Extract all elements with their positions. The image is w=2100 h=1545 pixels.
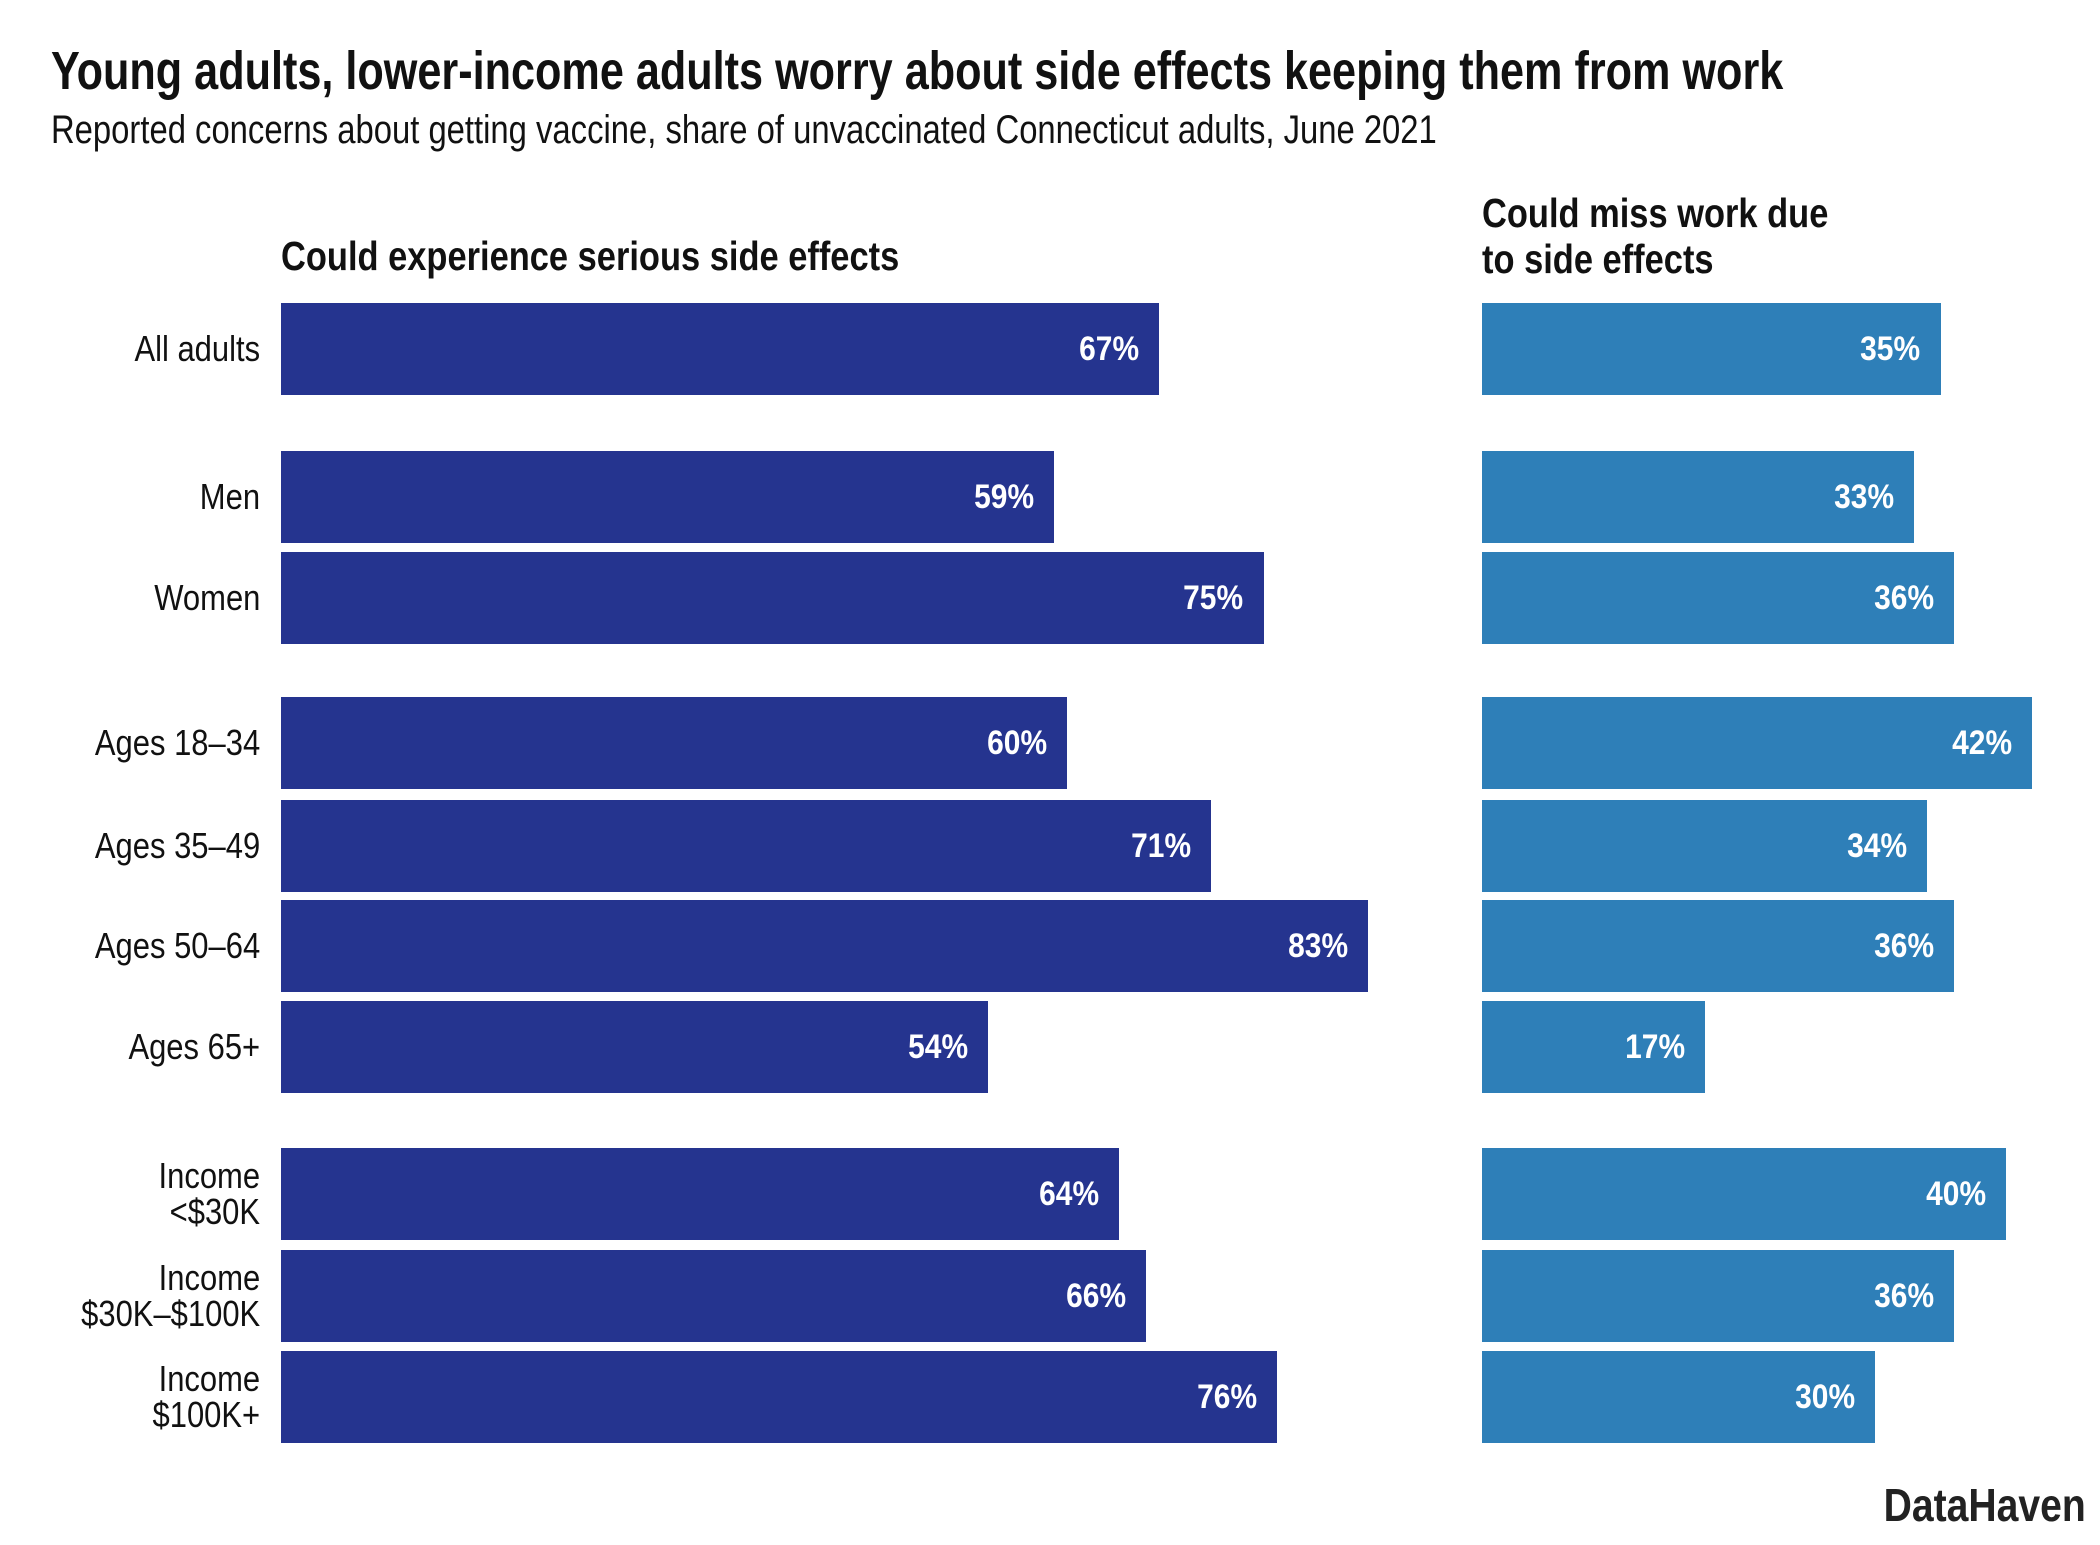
bar [1482, 303, 1941, 395]
bar [1482, 1148, 2006, 1240]
data-label: 64% [1039, 1175, 1100, 1213]
data-label: 71% [1131, 827, 1192, 865]
bar [281, 552, 1264, 644]
data-label: 60% [987, 724, 1047, 762]
data-label: 33% [1834, 478, 1895, 516]
data-label: 36% [1873, 579, 1934, 617]
data-label: 42% [1952, 724, 2013, 762]
bar [1482, 900, 1954, 992]
panel-title-miss-work: Could miss work due to side effects [1482, 190, 1829, 282]
data-label: 83% [1288, 927, 1349, 965]
bar [281, 451, 1054, 543]
data-label: 54% [908, 1028, 969, 1066]
category-label: Ages 65+ [128, 1026, 260, 1067]
category-label: Ages 50–64 [94, 925, 260, 966]
bar [1482, 1351, 1875, 1443]
bar [1482, 1001, 1705, 1093]
bar [281, 697, 1067, 789]
bar [281, 1250, 1146, 1342]
bar [281, 1001, 989, 1093]
bar [1482, 697, 2033, 789]
data-label: 34% [1847, 827, 1908, 865]
category-label: Income <$30K [158, 1155, 260, 1232]
datahaven-logo: DataHaven [1883, 1479, 2086, 1531]
bar [281, 800, 1212, 892]
category-label: Ages 18–34 [94, 722, 260, 763]
bar [1482, 1250, 1954, 1342]
data-label: 76% [1196, 1378, 1257, 1416]
bar [281, 1148, 1120, 1240]
data-label: 66% [1065, 1277, 1126, 1315]
bar [281, 1351, 1277, 1443]
category-label: Ages 35–49 [94, 825, 260, 866]
data-label: 36% [1873, 927, 1934, 965]
data-label: 40% [1926, 1175, 1986, 1213]
category-label: All adults [134, 328, 260, 369]
category-label: Men [199, 476, 260, 517]
category-label: Income $100K+ [152, 1358, 260, 1435]
data-label: 59% [974, 478, 1034, 516]
bar [281, 303, 1159, 395]
data-label: 17% [1624, 1028, 1685, 1066]
category-label: Women [153, 577, 260, 618]
bar [1482, 451, 1915, 543]
bar [1482, 552, 1954, 644]
panel-title-side-effects: Could experience serious side effects [281, 233, 900, 279]
category-label: Income $30K–$100K [80, 1257, 260, 1334]
data-label: 36% [1873, 1277, 1934, 1315]
chart-subtitle: Reported concerns about getting vaccine,… [51, 108, 1437, 152]
bar [1482, 800, 1928, 892]
data-label: 75% [1183, 579, 1244, 617]
bar [281, 900, 1369, 992]
chart-title: Young adults, lower-income adults worry … [51, 41, 1784, 101]
data-label: 35% [1860, 330, 1921, 368]
data-label: 67% [1078, 330, 1139, 368]
data-label: 30% [1795, 1378, 1855, 1416]
